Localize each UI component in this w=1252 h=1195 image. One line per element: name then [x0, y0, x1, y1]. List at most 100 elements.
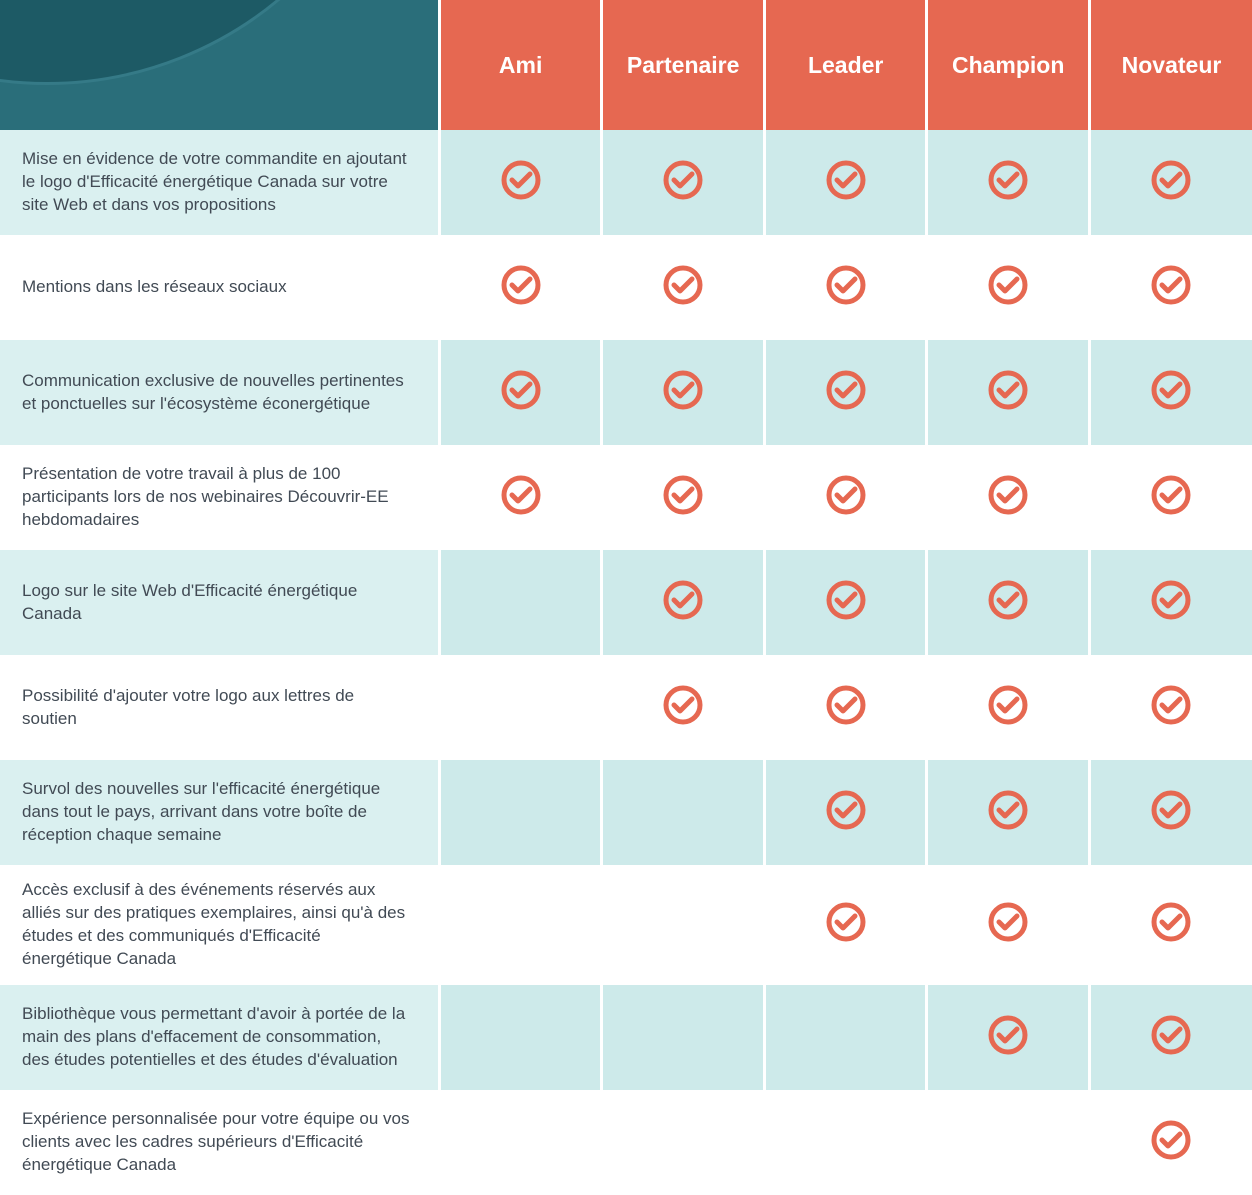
feature-cell	[602, 340, 765, 445]
feature-label: Mise en évidence de votre commandite en …	[0, 130, 439, 235]
check-icon	[1151, 370, 1191, 410]
check-icon	[663, 580, 703, 620]
check-icon	[826, 902, 866, 942]
feature-cell	[764, 865, 927, 985]
feature-cell	[602, 130, 765, 235]
feature-cell	[927, 985, 1090, 1090]
feature-cell	[1089, 445, 1252, 550]
feature-row: Possibilité d'ajouter votre logo aux let…	[0, 655, 1252, 760]
check-icon	[988, 370, 1028, 410]
comparison-table-body: Mise en évidence de votre commandite en …	[0, 130, 1252, 1195]
feature-cell	[439, 235, 602, 340]
feature-cell	[439, 865, 602, 985]
feature-label: Survol des nouvelles sur l'efficacité én…	[0, 760, 439, 865]
feature-row: Mentions dans les réseaux sociaux	[0, 235, 1252, 340]
feature-label: Mentions dans les réseaux sociaux	[0, 235, 439, 340]
feature-cell	[602, 760, 765, 865]
check-icon	[1151, 790, 1191, 830]
check-icon	[1151, 902, 1191, 942]
check-icon	[988, 902, 1028, 942]
comparison-table-wrap: AmiPartenaireLeaderChampionNovateur Mise…	[0, 0, 1252, 1195]
tier-header: Partenaire	[602, 0, 765, 130]
check-icon	[663, 475, 703, 515]
check-icon	[501, 160, 541, 200]
feature-cell	[1089, 235, 1252, 340]
feature-cell	[764, 1090, 927, 1195]
check-icon	[663, 265, 703, 305]
check-icon	[1151, 685, 1191, 725]
header-row: AmiPartenaireLeaderChampionNovateur	[0, 0, 1252, 130]
check-icon	[663, 370, 703, 410]
feature-cell	[764, 985, 927, 1090]
feature-cell	[439, 985, 602, 1090]
feature-cell	[764, 550, 927, 655]
feature-row: Présentation de votre travail à plus de …	[0, 445, 1252, 550]
feature-cell	[1089, 1090, 1252, 1195]
feature-cell	[1089, 130, 1252, 235]
feature-label: Accès exclusif à des événements réservés…	[0, 865, 439, 985]
check-icon	[988, 160, 1028, 200]
check-icon	[826, 790, 866, 830]
feature-cell	[764, 655, 927, 760]
check-icon	[501, 370, 541, 410]
feature-label: Possibilité d'ajouter votre logo aux let…	[0, 655, 439, 760]
feature-cell	[1089, 655, 1252, 760]
feature-cell	[927, 550, 1090, 655]
check-icon	[826, 370, 866, 410]
check-icon	[501, 265, 541, 305]
feature-cell	[764, 340, 927, 445]
feature-cell	[927, 340, 1090, 445]
check-icon	[501, 475, 541, 515]
check-icon	[1151, 1015, 1191, 1055]
tier-header: Leader	[764, 0, 927, 130]
check-icon	[1151, 160, 1191, 200]
check-icon	[826, 475, 866, 515]
feature-cell	[1089, 985, 1252, 1090]
feature-row: Mise en évidence de votre commandite en …	[0, 130, 1252, 235]
check-icon	[826, 265, 866, 305]
feature-label: Bibliothèque vous permettant d'avoir à p…	[0, 985, 439, 1090]
feature-cell	[439, 760, 602, 865]
feature-label: Présentation de votre travail à plus de …	[0, 445, 439, 550]
feature-row: Bibliothèque vous permettant d'avoir à p…	[0, 985, 1252, 1090]
tier-header: Novateur	[1089, 0, 1252, 130]
check-icon	[663, 160, 703, 200]
feature-row: Survol des nouvelles sur l'efficacité én…	[0, 760, 1252, 865]
feature-cell	[1089, 340, 1252, 445]
feature-cell	[439, 130, 602, 235]
corner-cell	[0, 0, 439, 130]
check-icon	[988, 1015, 1028, 1055]
feature-cell	[602, 550, 765, 655]
check-icon	[988, 475, 1028, 515]
check-icon	[1151, 265, 1191, 305]
check-icon	[988, 265, 1028, 305]
feature-cell	[927, 865, 1090, 985]
feature-row: Logo sur le site Web d'Efficacité énergé…	[0, 550, 1252, 655]
feature-cell	[439, 655, 602, 760]
feature-label: Expérience personnalisée pour votre équi…	[0, 1090, 439, 1195]
check-icon	[826, 580, 866, 620]
check-icon	[663, 685, 703, 725]
feature-cell	[927, 655, 1090, 760]
check-icon	[1151, 1120, 1191, 1160]
check-icon	[1151, 580, 1191, 620]
feature-cell	[1089, 865, 1252, 985]
feature-row: Accès exclusif à des événements réservés…	[0, 865, 1252, 985]
feature-label: Logo sur le site Web d'Efficacité énergé…	[0, 550, 439, 655]
feature-cell	[602, 985, 765, 1090]
feature-cell	[927, 235, 1090, 340]
feature-cell	[439, 445, 602, 550]
feature-label: Communication exclusive de nouvelles per…	[0, 340, 439, 445]
feature-cell	[927, 760, 1090, 865]
feature-cell	[764, 130, 927, 235]
feature-cell	[927, 130, 1090, 235]
feature-cell	[764, 445, 927, 550]
feature-cell	[439, 550, 602, 655]
check-icon	[1151, 475, 1191, 515]
check-icon	[988, 685, 1028, 725]
feature-cell	[927, 445, 1090, 550]
feature-cell	[764, 235, 927, 340]
check-icon	[988, 790, 1028, 830]
check-icon	[988, 580, 1028, 620]
feature-row: Expérience personnalisée pour votre équi…	[0, 1090, 1252, 1195]
